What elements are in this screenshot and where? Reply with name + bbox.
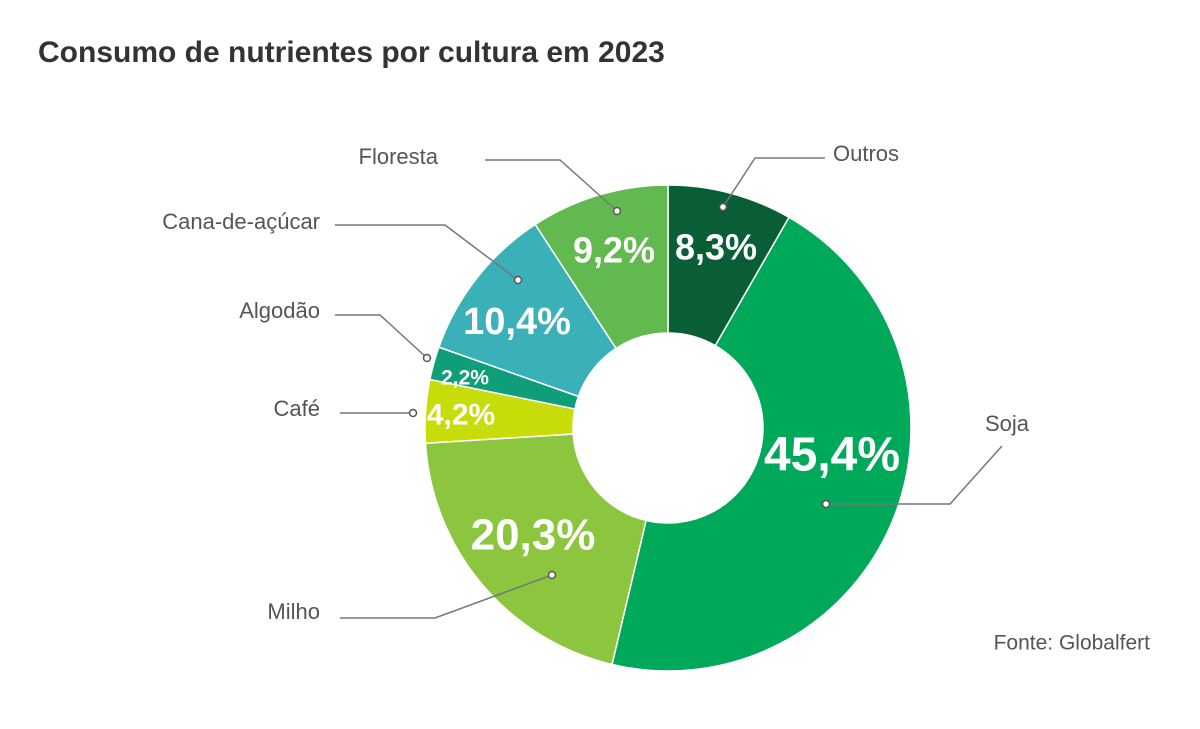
leader-dot	[547, 570, 557, 580]
value-label: 8,3%	[675, 227, 757, 268]
leader-dot	[513, 275, 523, 285]
chart-title: Consumo de nutrientes por cultura em 202…	[38, 36, 665, 69]
leader-line	[335, 224, 519, 281]
slice	[437, 223, 618, 398]
source: Fonte: Globalfert	[994, 632, 1151, 655]
category-label: Soja	[985, 411, 1030, 436]
leader-line	[340, 574, 553, 619]
leader-line	[335, 314, 428, 359]
slice	[424, 433, 648, 666]
category-label: Outros	[833, 141, 899, 166]
value-label: 4,2%	[427, 399, 495, 432]
value-label: 20,3%	[471, 511, 596, 560]
leader-dot	[422, 353, 432, 363]
leader-line	[485, 159, 618, 212]
value-label: 10,4%	[463, 301, 571, 343]
slice	[611, 216, 912, 672]
slice	[534, 184, 669, 350]
category-label: Algodão	[239, 298, 320, 323]
category-label: Cana-de-açúcar	[162, 209, 320, 234]
leader-line	[722, 157, 825, 208]
category-label: Milho	[267, 599, 320, 624]
category-label: Café	[274, 396, 320, 421]
leader-line	[826, 445, 1003, 505]
leader-dot	[718, 202, 728, 212]
leader-dot	[408, 408, 418, 418]
value-label: 9,2%	[573, 230, 655, 271]
category-label: Floresta	[359, 144, 439, 169]
leader-dot	[821, 499, 831, 509]
value-label: 2,2%	[441, 367, 489, 390]
value-label: 45,4%	[764, 429, 900, 482]
leader-dot	[612, 206, 622, 216]
